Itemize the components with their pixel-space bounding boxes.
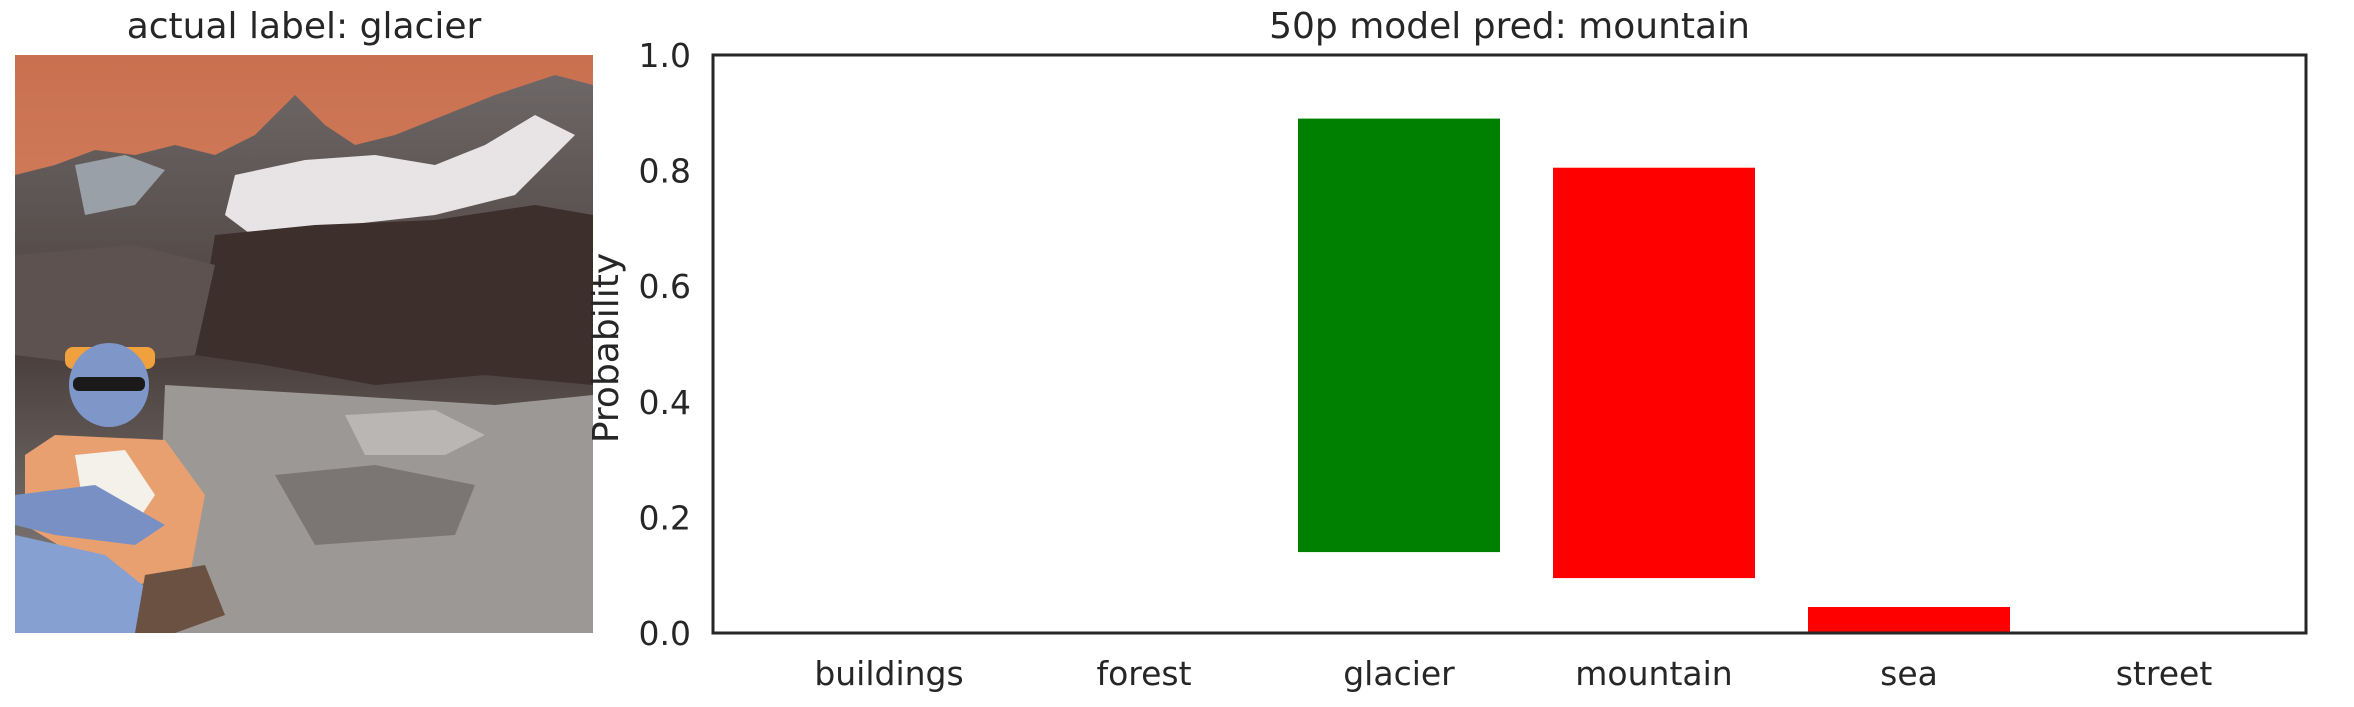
y-tick-label: 0.4 bbox=[639, 383, 691, 422]
image-panel-title: actual label: glacier bbox=[126, 6, 482, 47]
y-axis-label: Probability bbox=[586, 253, 627, 443]
x-tick-label-forest: forest bbox=[1096, 654, 1191, 693]
x-tick-label-sea: sea bbox=[1880, 654, 1938, 693]
bar-mountain bbox=[1553, 167, 1755, 579]
x-tick-label-glacier: glacier bbox=[1343, 654, 1455, 693]
y-tick-label: 0.2 bbox=[639, 498, 691, 537]
person-figure bbox=[15, 343, 225, 633]
x-tick-label-buildings: buildings bbox=[814, 654, 963, 693]
y-tick-label: 0.6 bbox=[639, 267, 691, 306]
sample-photo bbox=[15, 55, 593, 633]
bar-glacier bbox=[1298, 118, 1500, 553]
y-tick-label: 0.0 bbox=[639, 614, 691, 653]
y-tick-label: 0.8 bbox=[639, 152, 691, 191]
x-tick-label-street: street bbox=[2116, 654, 2213, 693]
chart-title: 50p model pred: mountain bbox=[1269, 6, 1750, 47]
x-tick-label-mountain: mountain bbox=[1575, 654, 1732, 693]
y-tick-label: 1.0 bbox=[639, 36, 691, 75]
bar-sea bbox=[1808, 606, 2010, 633]
plot-frame bbox=[711, 53, 2308, 635]
